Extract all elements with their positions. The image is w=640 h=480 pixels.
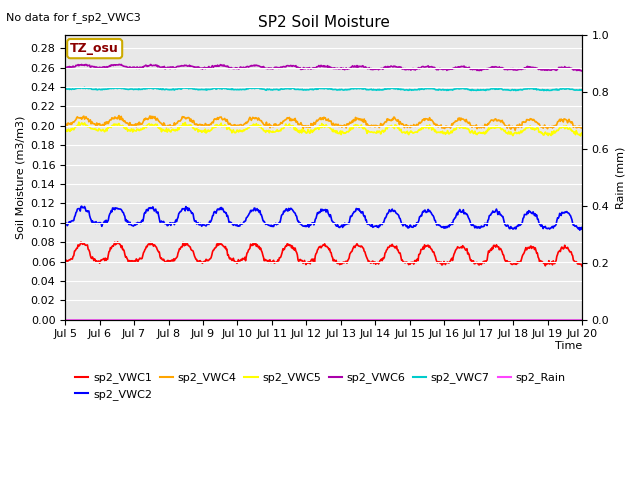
sp2_VWC7 (177, 86, 185, 92)
sp2_VWC7 (125, 86, 132, 92)
sp2_VWC1 (204, 258, 212, 264)
sp2_VWC2 (61, 220, 69, 226)
X-axis label: Time: Time (556, 341, 582, 351)
sp2_VWC5 (61, 129, 69, 135)
sp2_VWC2 (177, 209, 185, 215)
sp2_VWC5 (75, 119, 83, 125)
Text: TZ_osu: TZ_osu (70, 42, 119, 55)
sp2_Rain (204, 317, 211, 323)
sp2_Rain (386, 317, 394, 323)
sp2_VWC2 (387, 209, 395, 215)
sp2_VWC4 (125, 121, 132, 127)
sp2_VWC5 (125, 127, 132, 133)
Y-axis label: Raim (mm): Raim (mm) (615, 146, 625, 209)
sp2_VWC1 (70, 248, 78, 254)
sp2_VWC7 (81, 84, 88, 90)
sp2_VWC2 (204, 221, 212, 227)
sp2_VWC6 (177, 63, 185, 69)
sp2_VWC6 (70, 64, 78, 70)
sp2_Rain (578, 317, 586, 323)
sp2_VWC1 (125, 259, 132, 265)
sp2_VWC4 (115, 113, 123, 119)
Line: sp2_VWC6: sp2_VWC6 (65, 64, 582, 71)
Line: sp2_VWC1: sp2_VWC1 (65, 242, 582, 266)
sp2_VWC6 (578, 68, 586, 74)
sp2_VWC4 (578, 125, 586, 131)
sp2_VWC5 (402, 130, 410, 135)
sp2_VWC5 (578, 130, 586, 135)
sp2_VWC7 (387, 85, 395, 91)
sp2_VWC1 (402, 259, 410, 265)
sp2_VWC2 (576, 228, 584, 233)
sp2_VWC5 (70, 125, 78, 131)
Line: sp2_VWC7: sp2_VWC7 (65, 87, 582, 91)
sp2_VWC5 (577, 133, 584, 139)
Text: No data for f_sp2_VWC3: No data for f_sp2_VWC3 (6, 12, 141, 23)
sp2_VWC1 (177, 244, 185, 250)
sp2_VWC6 (204, 65, 212, 71)
sp2_VWC6 (402, 67, 410, 72)
sp2_VWC6 (387, 63, 395, 69)
sp2_VWC2 (402, 223, 410, 229)
Title: SP2 Soil Moisture: SP2 Soil Moisture (258, 15, 390, 30)
Legend: sp2_VWC1, sp2_VWC2, sp2_VWC4, sp2_VWC5, sp2_VWC6, sp2_VWC7, sp2_Rain: sp2_VWC1, sp2_VWC2, sp2_VWC4, sp2_VWC5, … (70, 368, 570, 404)
sp2_Rain (401, 317, 409, 323)
sp2_VWC4 (61, 122, 69, 128)
sp2_Rain (124, 317, 132, 323)
sp2_VWC7 (402, 87, 410, 93)
Y-axis label: Soil Moisture (m3/m3): Soil Moisture (m3/m3) (15, 116, 25, 239)
sp2_VWC1 (61, 256, 69, 262)
sp2_VWC7 (70, 86, 78, 92)
sp2_VWC7 (540, 88, 548, 94)
sp2_VWC4 (511, 127, 519, 133)
sp2_VWC2 (70, 214, 78, 220)
sp2_VWC4 (177, 117, 185, 123)
sp2_Rain (61, 317, 69, 323)
sp2_VWC1 (387, 243, 395, 249)
sp2_VWC6 (61, 65, 69, 71)
sp2_VWC2 (125, 220, 132, 226)
sp2_VWC7 (578, 87, 586, 93)
sp2_VWC5 (387, 123, 395, 129)
sp2_VWC4 (387, 118, 395, 123)
sp2_VWC7 (204, 86, 212, 92)
sp2_VWC2 (78, 204, 86, 209)
sp2_VWC2 (578, 225, 586, 230)
sp2_VWC5 (204, 127, 212, 133)
sp2_VWC4 (70, 119, 78, 124)
Line: sp2_VWC4: sp2_VWC4 (65, 116, 582, 130)
sp2_Rain (70, 317, 78, 323)
Line: sp2_VWC2: sp2_VWC2 (65, 206, 582, 230)
sp2_VWC4 (204, 122, 212, 128)
sp2_VWC1 (578, 263, 586, 269)
sp2_VWC7 (61, 86, 69, 92)
sp2_Rain (177, 317, 184, 323)
sp2_VWC6 (115, 61, 123, 67)
sp2_VWC6 (125, 65, 132, 71)
sp2_VWC1 (114, 239, 122, 245)
sp2_VWC5 (177, 124, 185, 130)
sp2_VWC4 (402, 122, 410, 128)
Line: sp2_VWC5: sp2_VWC5 (65, 122, 582, 136)
